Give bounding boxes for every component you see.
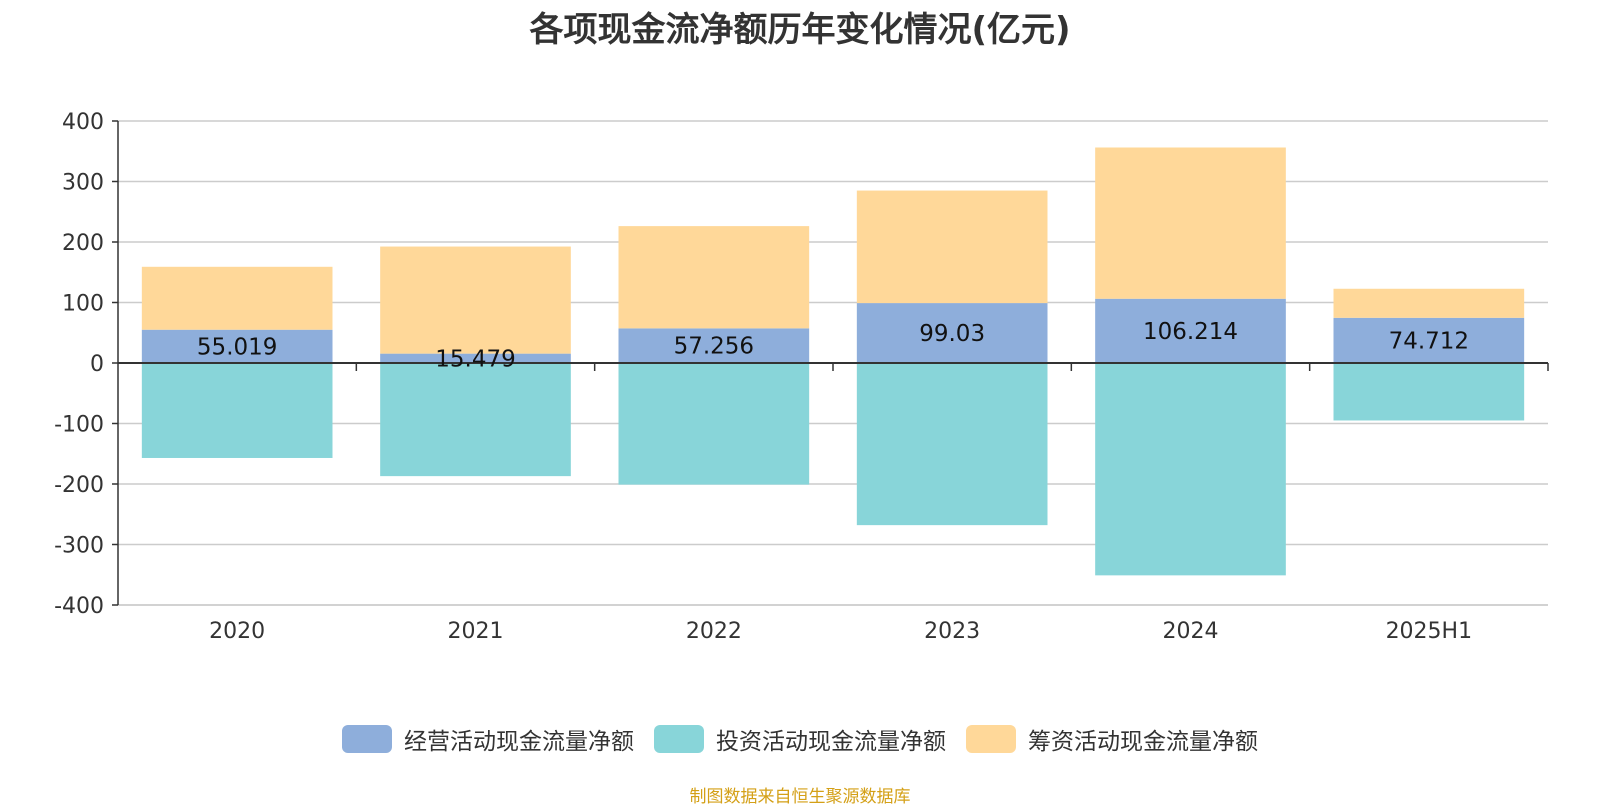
- legend-item-investing[interactable]: 投资活动现金流量净额: [654, 722, 946, 756]
- data-label-operating: 106.214: [1143, 319, 1238, 345]
- bar-operating-2025H1[interactable]: [1333, 317, 1525, 363]
- grid-layer: [118, 120, 1548, 606]
- legend-label-investing: 投资活动现金流量净额: [716, 729, 946, 755]
- x-tick-label: 2025H1: [1386, 619, 1473, 644]
- data-label-operating: 74.712: [1389, 328, 1469, 354]
- legend-item-operating[interactable]: 经营活动现金流量净额: [342, 722, 634, 756]
- x-tick-label: 2021: [448, 619, 504, 644]
- bar-financing-2024[interactable]: [1095, 147, 1286, 299]
- bar-investing-2024[interactable]: [1095, 363, 1286, 576]
- bar-investing-2025H1[interactable]: [1333, 363, 1525, 421]
- bar-layer: [141, 147, 1525, 576]
- y-tick-label: 100: [62, 292, 104, 317]
- y-tick-label: -100: [54, 413, 104, 438]
- y-tick-label: 0: [90, 352, 104, 377]
- bar-operating-2020[interactable]: [141, 329, 333, 363]
- legend-swatch-investing: [654, 725, 704, 753]
- bar-investing-2022[interactable]: [618, 363, 810, 485]
- label-layer: 2020 2021 2022 2023 2024 2025H1 55.019 15.479 57…: [197, 319, 1472, 644]
- y-tick-label: 200: [62, 231, 104, 256]
- x-tick-label: 2022: [686, 619, 742, 644]
- axis-layer: 400 300 200 100 0 -100 -200 -300 -400: [54, 110, 1549, 619]
- bar-financing-2021[interactable]: [380, 246, 571, 354]
- bar-financing-2023[interactable]: [856, 190, 1048, 304]
- bar-investing-2023[interactable]: [856, 363, 1048, 526]
- y-tick-label: -400: [54, 594, 104, 619]
- bar-financing-2020[interactable]: [141, 266, 333, 330]
- data-label-operating: 55.019: [197, 334, 277, 360]
- legend-swatch-operating: [342, 725, 392, 753]
- bar-investing-2020[interactable]: [141, 363, 333, 458]
- legend-label-operating: 经营活动现金流量净额: [404, 729, 634, 755]
- source-note: 制图数据来自恒生聚源数据库: [689, 787, 911, 807]
- x-tick-label: 2023: [924, 619, 980, 644]
- y-tick-label: 400: [62, 110, 104, 135]
- x-tick-label: 2024: [1163, 619, 1219, 644]
- bar-financing-2022[interactable]: [618, 226, 810, 329]
- bar-operating-2023[interactable]: [856, 303, 1048, 363]
- y-tick-label: 300: [62, 171, 104, 196]
- data-label-operating: 57.256: [674, 334, 754, 360]
- bar-investing-2021[interactable]: [380, 363, 571, 477]
- legend: 经营活动现金流量净额 投资活动现金流量净额 筹资活动现金流量净额: [0, 722, 1600, 756]
- data-label-operating: 99.03: [919, 321, 985, 347]
- x-tick-label: 2020: [209, 619, 265, 644]
- legend-swatch-financing: [966, 725, 1016, 753]
- data-label-operating: 15.479: [435, 346, 515, 372]
- bar-operating-2024[interactable]: [1095, 298, 1286, 363]
- legend-item-financing[interactable]: 筹资活动现金流量净额: [966, 722, 1258, 756]
- legend-label-financing: 筹资活动现金流量净额: [1028, 729, 1258, 755]
- bar-operating-2022[interactable]: [618, 328, 810, 363]
- bar-financing-2025H1[interactable]: [1333, 288, 1525, 318]
- y-tick-label: -200: [54, 473, 104, 498]
- y-tick-label: -300: [54, 534, 104, 559]
- bar-operating-2021[interactable]: [380, 353, 571, 363]
- chart-title: 各项现金流净额历年变化情况(亿元): [529, 10, 1071, 50]
